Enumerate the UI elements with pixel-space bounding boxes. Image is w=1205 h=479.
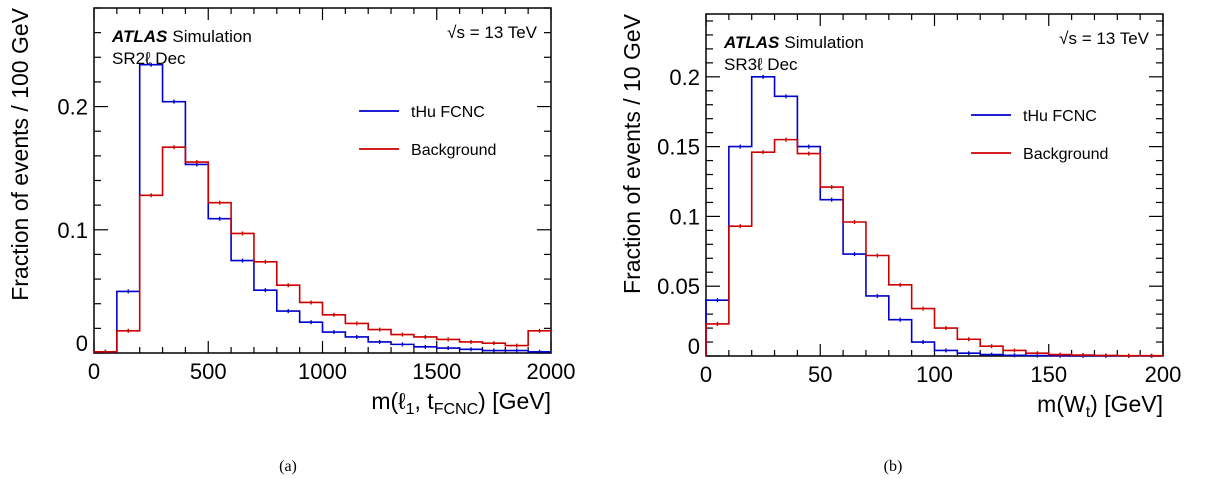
y-tick-label: 0.1 [57, 218, 88, 243]
x-axis-title-sub: t [1086, 404, 1091, 421]
chart-panel-b: 0 50 100 150 200 0 0.05 0.1 0.15 0.2 Fraction of e… [619, 13, 1181, 475]
x-axis-title-sub: FCNC [434, 401, 478, 418]
series-background-line [705, 138, 1163, 357]
x-tick-label: 1000 [298, 359, 347, 384]
legend-entry: tHu FCNC [411, 104, 485, 121]
atlas-label: ATLAS Simulation [723, 33, 864, 52]
panel-caption: (a) [279, 458, 297, 475]
atlas-tag: Simulation [172, 27, 251, 46]
chart-panel-a: 0 500 1000 1500 2000 0 0.1 0.2 Fraction of event… [7, 7, 575, 475]
region-label: SR2ℓ Dec [112, 49, 186, 68]
x-axis-title: m(ℓ1, tFCNC) [GeV] [371, 388, 551, 418]
region-label: SR3ℓ Dec [724, 55, 798, 74]
atlas-label: ATLAS Simulation [111, 27, 252, 46]
x-tick-label: 200 [1145, 362, 1182, 387]
x-tick-label: 500 [190, 359, 227, 384]
x-tick-label: 2000 [527, 359, 576, 384]
y-tick-label: 0.05 [657, 274, 700, 299]
x-axis-title-part: ) [GeV] [478, 388, 551, 414]
y-tick-label: 0.1 [669, 204, 700, 229]
y-tick-label: 0 [688, 334, 700, 359]
x-tick-label: 100 [916, 362, 953, 387]
energy-label: √s = 13 TeV [447, 23, 537, 42]
panel-caption: (b) [884, 458, 903, 475]
x-axis-title-part: , t [415, 388, 435, 414]
x-tick-label: 150 [1030, 362, 1067, 387]
x-tick-label: 0 [700, 362, 712, 387]
series-signal-line [705, 76, 1163, 357]
x-axis-title-part: ) [GeV] [1090, 391, 1163, 417]
y-axis-title: Fraction of events / 10 GeV [619, 13, 645, 294]
x-tick-label: 50 [808, 362, 832, 387]
y-tick-label: 0 [76, 331, 88, 356]
x-axis-title-part: m(W [1037, 391, 1086, 417]
series-background-line [93, 146, 551, 353]
y-tick-label: 0.15 [657, 135, 700, 160]
y-tick-label: 0.2 [57, 95, 88, 120]
legend-entry: Background [1023, 146, 1108, 163]
energy-label: √s = 13 TeV [1059, 29, 1149, 48]
x-tick-label: 0 [88, 359, 100, 384]
y-axis-title: Fraction of events / 100 GeV [7, 7, 33, 300]
x-axis-title-sub: 1 [406, 401, 415, 418]
atlas-name: ATLAS [723, 33, 780, 52]
x-axis-title-part: m(ℓ [371, 388, 406, 414]
x-tick-label: 1500 [412, 359, 461, 384]
y-tick-label: 0.2 [669, 65, 700, 90]
legend-entry: Background [411, 142, 496, 159]
legend-entry: tHu FCNC [1023, 108, 1097, 125]
atlas-tag: Simulation [784, 33, 863, 52]
x-axis-title: m(Wt) [GeV] [1037, 391, 1163, 421]
atlas-name: ATLAS [111, 27, 168, 46]
